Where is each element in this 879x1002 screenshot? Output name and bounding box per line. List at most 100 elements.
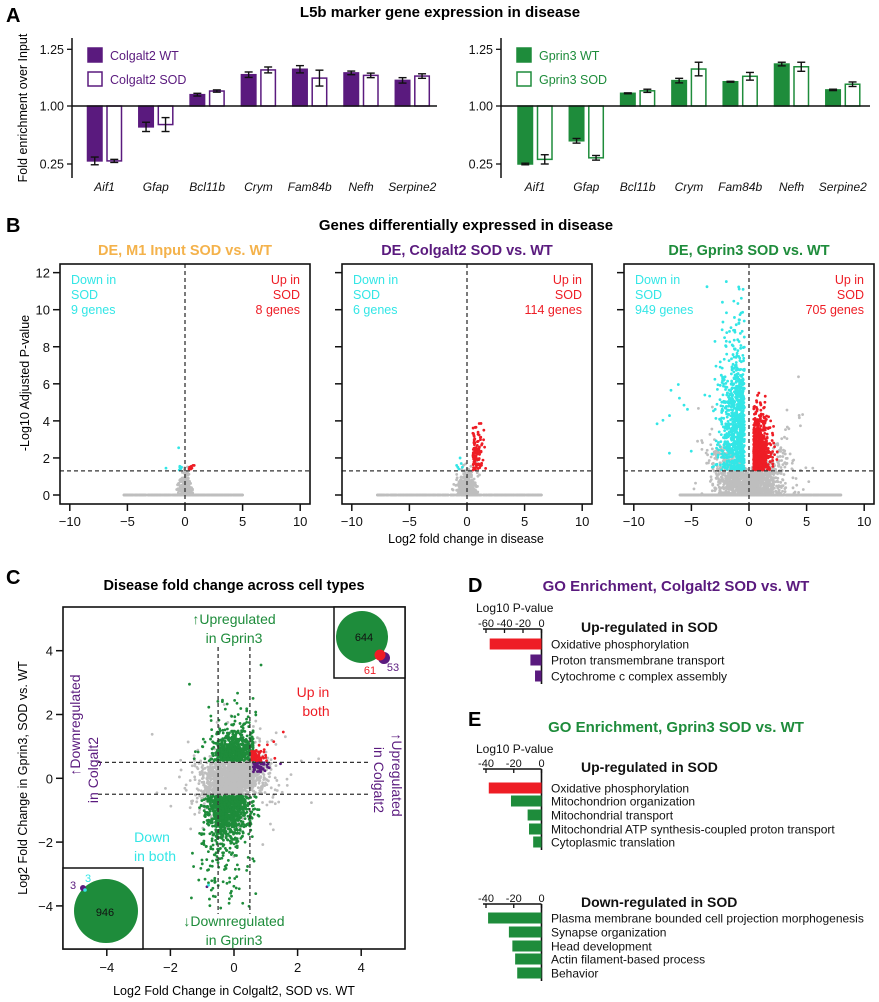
- data-point: [476, 462, 479, 466]
- data-point: [782, 492, 786, 496]
- data-point: [471, 468, 475, 472]
- data-point: [437, 493, 441, 497]
- data-point: [731, 453, 735, 457]
- data-point: [705, 285, 709, 289]
- data-point: [724, 481, 728, 485]
- data-point: [738, 313, 742, 317]
- data-point: [179, 467, 183, 471]
- x-tick-label: 10: [575, 514, 589, 529]
- data-point: [737, 354, 741, 358]
- data-point: [225, 493, 229, 497]
- data-point: [742, 335, 746, 339]
- data-point: [771, 488, 775, 491]
- y-tick-label: 0: [43, 488, 50, 503]
- data-point: [459, 462, 463, 465]
- data-point: [730, 466, 733, 470]
- data-point: [805, 493, 809, 497]
- data-point: [728, 463, 732, 467]
- data-point: [457, 482, 461, 486]
- data-point: [779, 480, 783, 484]
- data-point: [734, 323, 738, 327]
- panel-b-title: Genes differentially expressed in diseas…: [319, 217, 613, 234]
- category-label: Fam84b: [288, 180, 332, 194]
- legend-swatch: [87, 71, 103, 87]
- data-point: [239, 493, 243, 497]
- bar-gprin3-wt: [517, 105, 534, 165]
- data-point: [483, 445, 487, 449]
- data-point: [732, 299, 736, 303]
- data-point: [731, 472, 735, 476]
- data-point: [732, 493, 736, 496]
- volcano-points: [122, 446, 244, 497]
- data-point: [713, 377, 717, 381]
- data-point: [455, 476, 459, 480]
- data-point: [722, 436, 725, 439]
- legend-swatch: [516, 71, 532, 87]
- data-point: [482, 438, 485, 442]
- data-point: [458, 456, 462, 460]
- panel-c-xlabel: Log2 Fold Change in Colgalt2, SOD vs. WT: [113, 984, 355, 998]
- data-point: [176, 491, 180, 495]
- data-point: [440, 493, 444, 497]
- data-point: [151, 493, 155, 497]
- data-point: [714, 416, 718, 420]
- data-point: [140, 493, 144, 497]
- data-point: [477, 433, 481, 437]
- data-point: [808, 493, 811, 497]
- data-point: [180, 487, 184, 491]
- data-point: [711, 483, 715, 487]
- data-point: [807, 480, 811, 483]
- data-point: [493, 493, 497, 497]
- data-point: [726, 472, 730, 475]
- data-point: [479, 464, 482, 468]
- data-point: [721, 375, 724, 379]
- data-point: [736, 489, 740, 493]
- data-point: [738, 492, 742, 496]
- data-point: [399, 493, 403, 497]
- x-tick-label: 0: [181, 514, 188, 529]
- data-point: [741, 310, 745, 314]
- data-point: [728, 393, 732, 397]
- data-point: [705, 448, 709, 452]
- data-point: [422, 493, 426, 497]
- bar-gprin3-sod: [844, 83, 861, 107]
- data-point: [777, 464, 781, 468]
- up-label: Up in: [271, 273, 300, 287]
- data-point: [737, 287, 741, 291]
- up-label: Up in: [553, 273, 582, 287]
- data-point: [523, 493, 527, 497]
- data-point: [717, 430, 721, 434]
- x-tick-label: 5: [521, 514, 528, 529]
- data-point: [735, 351, 739, 355]
- data-point: [764, 481, 768, 485]
- data-point: [753, 480, 756, 484]
- data-point: [784, 462, 788, 466]
- data-point: [725, 486, 729, 490]
- data-point: [716, 453, 720, 457]
- legend-label: Gprin3 SOD: [539, 73, 607, 87]
- legend-label: Gprin3 WT: [539, 49, 600, 63]
- data-point: [721, 478, 725, 482]
- data-point: [772, 493, 775, 497]
- data-point: [801, 413, 805, 416]
- data-point: [732, 465, 736, 468]
- data-point: [771, 490, 775, 494]
- data-point: [742, 439, 746, 443]
- data-point: [714, 364, 718, 368]
- data-point: [415, 493, 418, 497]
- data-point: [720, 409, 724, 413]
- data-point: [785, 425, 789, 429]
- y-tick-label: 1.25: [40, 43, 64, 57]
- data-point: [757, 493, 761, 497]
- data-point: [739, 344, 743, 347]
- category-label: Aif1: [93, 180, 115, 194]
- data-point: [724, 339, 728, 343]
- data-point: [725, 444, 729, 447]
- data-point: [458, 488, 462, 492]
- data-point: [725, 448, 729, 452]
- data-point: [775, 443, 779, 447]
- data-point: [461, 480, 465, 483]
- data-point: [709, 443, 713, 447]
- data-point: [738, 318, 741, 322]
- data-point: [785, 437, 789, 441]
